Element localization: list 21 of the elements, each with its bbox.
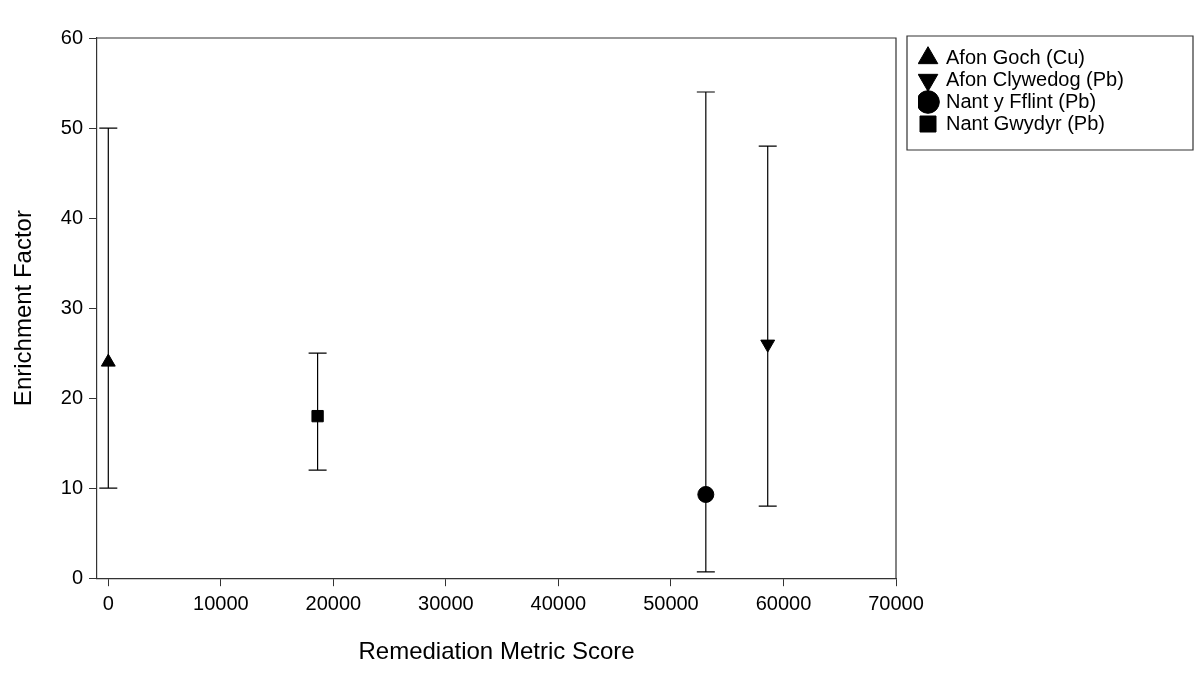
x-tick-label: 70000	[868, 591, 924, 614]
y-tick-label: 60	[60, 25, 84, 48]
x-tick-label: 20000	[305, 591, 362, 614]
y-tick-label: 30	[60, 295, 84, 318]
x-tick-label: 10000	[193, 591, 249, 614]
y-tick-label: 50	[60, 115, 84, 138]
legend-label: Nant Gwydyr (Pb)	[946, 111, 1105, 134]
y-axis-title: Enrichment Factor	[9, 210, 37, 407]
y-tick-label: 0	[71, 565, 84, 588]
x-tick-label: 40000	[530, 591, 587, 614]
legend-label: Nant y Fflint (Pb)	[946, 89, 1097, 112]
x-tick-label: 50000	[643, 591, 699, 614]
legend-label: Afon Goch (Cu)	[946, 45, 1085, 68]
x-tick-label: 60000	[755, 591, 812, 614]
x-tick-label: 0	[102, 591, 114, 614]
legend-label: Afon Clywedog (Pb)	[946, 67, 1124, 90]
x-axis-title: Remediation Metric Score	[358, 637, 635, 665]
y-tick-label: 10	[60, 475, 84, 498]
y-tick-label: 20	[60, 385, 84, 408]
y-tick-label: 40	[60, 205, 84, 228]
x-tick-label: 30000	[418, 591, 474, 614]
